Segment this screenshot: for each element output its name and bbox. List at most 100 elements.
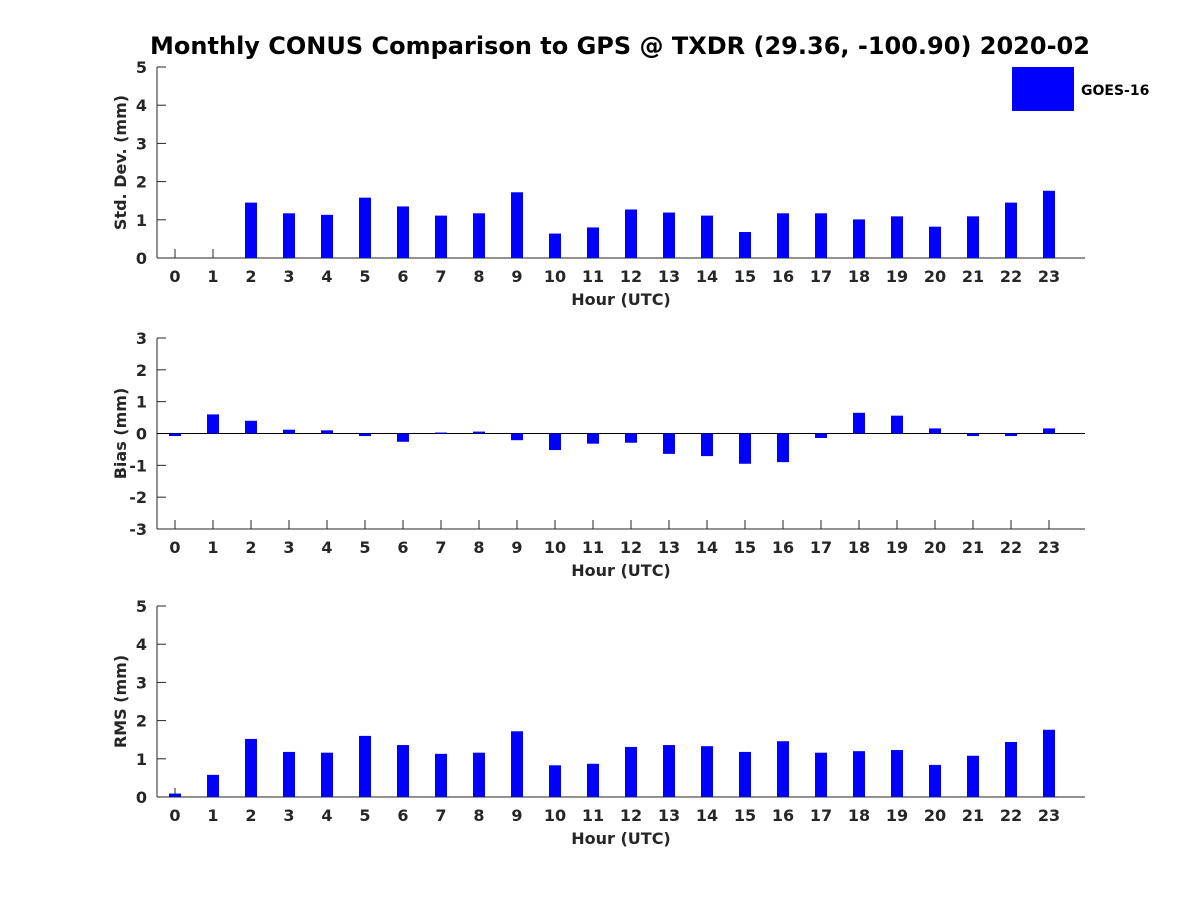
x-axis-label: Hour (UTC)	[571, 561, 671, 580]
bar-hour-2	[245, 420, 257, 434]
bar-hour-15	[739, 433, 751, 464]
x-tick-label: 5	[359, 806, 370, 825]
bar-hour-10	[549, 765, 561, 797]
x-tick-label: 5	[359, 267, 370, 286]
bar-hour-22	[1005, 741, 1017, 797]
bar-hour-9	[511, 731, 523, 797]
bar-hour-14	[701, 215, 713, 258]
y-tick-label: 4	[136, 96, 147, 115]
x-tick-label: 20	[924, 267, 946, 286]
x-tick-label: 18	[848, 806, 870, 825]
x-tick-label: 19	[886, 538, 908, 557]
bar-hour-13	[663, 745, 675, 797]
y-tick-label: 3	[136, 134, 147, 153]
y-tick-label: 2	[136, 361, 147, 380]
x-tick-label: 0	[169, 806, 180, 825]
bar-hour-3	[283, 213, 295, 258]
x-tick-label: 11	[582, 806, 604, 825]
x-tick-label: 23	[1038, 538, 1060, 557]
bar-hour-0	[169, 793, 181, 797]
x-tick-label: 6	[397, 267, 408, 286]
y-tick-label: 2	[136, 712, 147, 731]
x-tick-label: 13	[658, 267, 680, 286]
x-tick-label: 12	[620, 538, 642, 557]
bar-hour-16	[777, 213, 789, 258]
bar-hour-11	[587, 433, 599, 444]
bar-hour-11	[587, 227, 599, 258]
x-tick-label: 3	[283, 267, 294, 286]
x-tick-label: 8	[473, 267, 484, 286]
bar-hour-4	[321, 430, 333, 434]
x-tick-label: 12	[620, 806, 642, 825]
y-tick-label: -2	[129, 488, 147, 507]
x-tick-label: 22	[1000, 806, 1022, 825]
x-tick-label: 13	[658, 538, 680, 557]
x-tick-label: 9	[511, 538, 522, 557]
y-tick-label: 3	[136, 329, 147, 348]
y-tick-label: -3	[129, 520, 147, 539]
x-tick-label: 1	[207, 267, 218, 286]
x-tick-label: 16	[772, 267, 794, 286]
bar-hour-13	[663, 433, 675, 454]
y-tick-label: 5	[136, 597, 147, 616]
x-tick-label: 8	[473, 806, 484, 825]
bar-hour-2	[245, 738, 257, 797]
y-tick-label: 3	[136, 673, 147, 692]
bar-hour-20	[929, 226, 941, 258]
bar-hour-19	[891, 415, 903, 434]
x-tick-label: 19	[886, 267, 908, 286]
bar-hour-19	[891, 216, 903, 258]
y-axis-label: RMS (mm)	[111, 655, 130, 748]
x-tick-label: 1	[207, 538, 218, 557]
bar-hour-16	[777, 741, 789, 797]
x-tick-label: 7	[435, 806, 446, 825]
y-axis-label: Bias (mm)	[111, 388, 130, 480]
x-tick-label: 20	[924, 806, 946, 825]
bar-hour-19	[891, 750, 903, 797]
bar-hour-21	[967, 433, 979, 437]
bar-hour-7	[435, 432, 447, 434]
x-tick-label: 0	[169, 267, 180, 286]
y-tick-label: -1	[129, 456, 147, 475]
bar-hour-12	[625, 746, 637, 797]
x-tick-label: 3	[283, 538, 294, 557]
bar-hour-13	[663, 212, 675, 258]
x-tick-label: 15	[734, 538, 756, 557]
bar-hour-5	[359, 433, 371, 437]
x-tick-label: 22	[1000, 267, 1022, 286]
bar-hour-17	[815, 752, 827, 797]
x-tick-label: 18	[848, 267, 870, 286]
bar-hour-3	[283, 751, 295, 797]
x-tick-label: 8	[473, 538, 484, 557]
bar-hour-10	[549, 233, 561, 258]
bar-hour-6	[397, 433, 409, 442]
bar-hour-0	[169, 433, 181, 437]
x-tick-label: 16	[772, 538, 794, 557]
x-tick-label: 12	[620, 267, 642, 286]
x-tick-label: 6	[397, 538, 408, 557]
bar-hour-8	[473, 213, 485, 258]
x-tick-label: 21	[962, 538, 984, 557]
bar-hour-2	[245, 202, 257, 258]
bar-hour-23	[1043, 428, 1055, 434]
x-tick-label: 11	[582, 267, 604, 286]
bar-hour-22	[1005, 202, 1017, 258]
bar-hour-21	[967, 216, 979, 258]
bar-hour-14	[701, 746, 713, 797]
y-tick-label: 4	[136, 635, 147, 654]
x-tick-label: 10	[544, 538, 566, 557]
chart-title: Monthly CONUS Comparison to GPS @ TXDR (…	[150, 32, 1090, 60]
x-tick-label: 21	[962, 806, 984, 825]
x-tick-label: 14	[696, 806, 718, 825]
x-tick-label: 9	[511, 806, 522, 825]
x-tick-label: 18	[848, 538, 870, 557]
bar-hour-8	[473, 431, 485, 434]
x-tick-label: 1	[207, 806, 218, 825]
x-tick-label: 14	[696, 538, 718, 557]
x-tick-label: 15	[734, 267, 756, 286]
x-tick-label: 0	[169, 538, 180, 557]
legend-swatch	[1012, 67, 1074, 111]
